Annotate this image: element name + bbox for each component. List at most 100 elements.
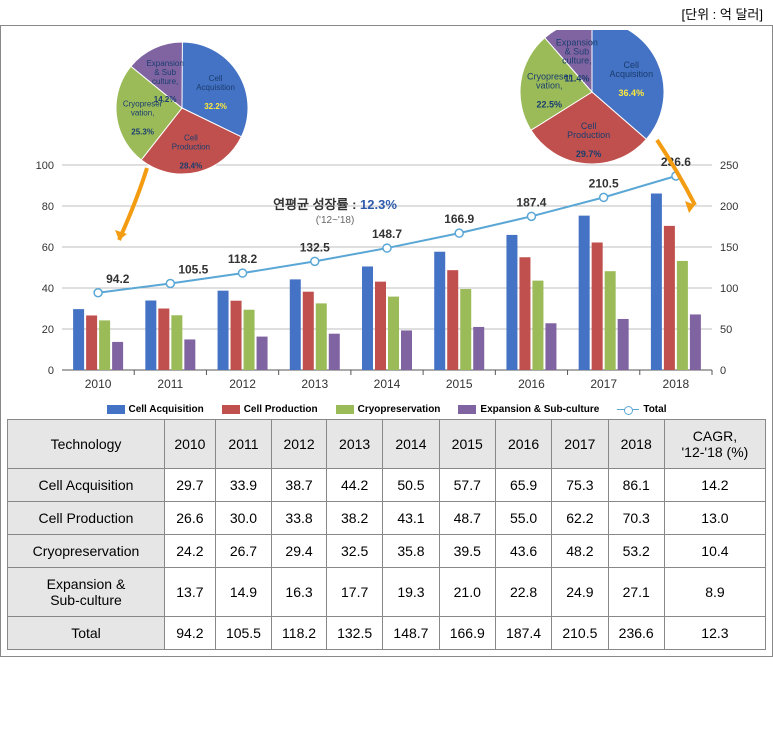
table-header: 2017 xyxy=(552,420,608,469)
table-row: Expansion &Sub-culture13.714.916.317.719… xyxy=(8,568,766,617)
table-cell: 8.9 xyxy=(664,568,765,617)
table-cell: 17.7 xyxy=(326,568,382,617)
table-cell: 12.3 xyxy=(664,617,765,650)
svg-text:Production: Production xyxy=(567,130,610,140)
svg-text:Acquisition: Acquisition xyxy=(196,83,235,92)
table-cell: 29.4 xyxy=(272,535,327,568)
svg-text:2018: 2018 xyxy=(663,377,690,391)
table-header: 2012 xyxy=(272,420,327,469)
table-cell: 27.1 xyxy=(608,568,664,617)
table-header: CAGR,'12-'18 (%) xyxy=(664,420,765,469)
svg-text:132.5: 132.5 xyxy=(300,240,330,254)
legend: Cell Acquisition Cell Production Cryopre… xyxy=(7,400,766,417)
svg-text:Cell: Cell xyxy=(209,74,223,83)
row-header: Total xyxy=(8,617,165,650)
svg-text:Acquisition: Acquisition xyxy=(610,69,654,79)
svg-text:210.5: 210.5 xyxy=(589,176,619,190)
svg-text:100: 100 xyxy=(36,160,54,172)
table-cell: 29.7 xyxy=(164,469,215,502)
table-cell: 48.2 xyxy=(552,535,608,568)
svg-text:20: 20 xyxy=(42,324,54,336)
svg-text:166.9: 166.9 xyxy=(444,212,474,226)
table-cell: 166.9 xyxy=(439,617,495,650)
legend-item: Cryopreservation xyxy=(336,404,441,415)
svg-text:11.4%: 11.4% xyxy=(564,74,589,84)
chart-area: 0204060801000501001502002502010201120122… xyxy=(7,30,766,400)
svg-text:연평균 성장률 : 12.3%: 연평균 성장률 : 12.3% xyxy=(273,197,397,212)
table-cell: 22.8 xyxy=(495,568,551,617)
table-cell: 187.4 xyxy=(495,617,551,650)
svg-text:100: 100 xyxy=(720,283,738,295)
svg-text:250: 250 xyxy=(720,160,738,172)
svg-text:148.7: 148.7 xyxy=(372,227,402,241)
table-header: 2010 xyxy=(164,420,215,469)
table-cell: 16.3 xyxy=(272,568,327,617)
svg-text:40: 40 xyxy=(42,283,54,295)
table-cell: 26.6 xyxy=(164,502,215,535)
svg-text:0: 0 xyxy=(720,365,726,377)
table-cell: 32.5 xyxy=(326,535,382,568)
table-cell: 19.3 xyxy=(383,568,439,617)
table-cell: 39.5 xyxy=(439,535,495,568)
table-row: Total94.2105.5118.2132.5148.7166.9187.42… xyxy=(8,617,766,650)
table-cell: 75.3 xyxy=(552,469,608,502)
table-cell: 10.4 xyxy=(664,535,765,568)
table-cell: 13.0 xyxy=(664,502,765,535)
table-cell: 33.8 xyxy=(272,502,327,535)
svg-text:Cell: Cell xyxy=(184,134,198,143)
svg-text:29.7%: 29.7% xyxy=(576,149,602,159)
table-header: 2013 xyxy=(326,420,382,469)
svg-text:0: 0 xyxy=(48,365,54,377)
table-header: 2015 xyxy=(439,420,495,469)
row-header: Expansion &Sub-culture xyxy=(8,568,165,617)
svg-text:Production: Production xyxy=(172,143,210,152)
svg-text:2012: 2012 xyxy=(229,377,256,391)
svg-text:94.2: 94.2 xyxy=(106,272,130,286)
table-cell: 70.3 xyxy=(608,502,664,535)
row-header: Cell Acquisition xyxy=(8,469,165,502)
svg-text:culture,: culture, xyxy=(152,77,178,86)
table-cell: 50.5 xyxy=(383,469,439,502)
table-cell: 132.5 xyxy=(326,617,382,650)
table-cell: 26.7 xyxy=(215,535,271,568)
table-cell: 33.9 xyxy=(215,469,271,502)
svg-text:vation,: vation, xyxy=(131,108,155,117)
table-cell: 44.2 xyxy=(326,469,382,502)
data-table: Technology201020112012201320142015201620… xyxy=(7,419,766,650)
svg-text:50: 50 xyxy=(720,324,732,336)
table-cell: 35.8 xyxy=(383,535,439,568)
svg-text:36.4%: 36.4% xyxy=(619,88,645,98)
legend-label: Total xyxy=(643,404,666,415)
table-header: 2011 xyxy=(215,420,271,469)
table-cell: 148.7 xyxy=(383,617,439,650)
row-header: Cell Production xyxy=(8,502,165,535)
legend-label: Cell Production xyxy=(244,404,318,415)
svg-text:2014: 2014 xyxy=(374,377,401,391)
svg-text:2010: 2010 xyxy=(85,377,112,391)
svg-text:2016: 2016 xyxy=(518,377,545,391)
figure-wrap: 0204060801000501001502002502010201120122… xyxy=(0,25,773,657)
legend-label: Cell Acquisition xyxy=(129,404,204,415)
legend-label: Cryopreservation xyxy=(358,404,441,415)
table-header: 2014 xyxy=(383,420,439,469)
svg-text:& Sub: & Sub xyxy=(154,68,176,77)
svg-text:Expansion: Expansion xyxy=(146,59,183,68)
table-cell: 86.1 xyxy=(608,469,664,502)
table-cell: 62.2 xyxy=(552,502,608,535)
svg-text:14.2%: 14.2% xyxy=(154,95,177,104)
table-cell: 210.5 xyxy=(552,617,608,650)
svg-text:2013: 2013 xyxy=(301,377,328,391)
svg-text:28.4%: 28.4% xyxy=(180,162,203,171)
svg-text:2015: 2015 xyxy=(446,377,473,391)
table-cell: 14.2 xyxy=(664,469,765,502)
table-cell: 30.0 xyxy=(215,502,271,535)
legend-item: Expansion & Sub-culture xyxy=(458,404,599,415)
table-cell: 57.7 xyxy=(439,469,495,502)
table-header: Technology xyxy=(8,420,165,469)
table-cell: 38.7 xyxy=(272,469,327,502)
table-cell: 48.7 xyxy=(439,502,495,535)
table-cell: 13.7 xyxy=(164,568,215,617)
svg-text:2011: 2011 xyxy=(157,377,183,391)
table-cell: 55.0 xyxy=(495,502,551,535)
table-cell: 105.5 xyxy=(215,617,271,650)
